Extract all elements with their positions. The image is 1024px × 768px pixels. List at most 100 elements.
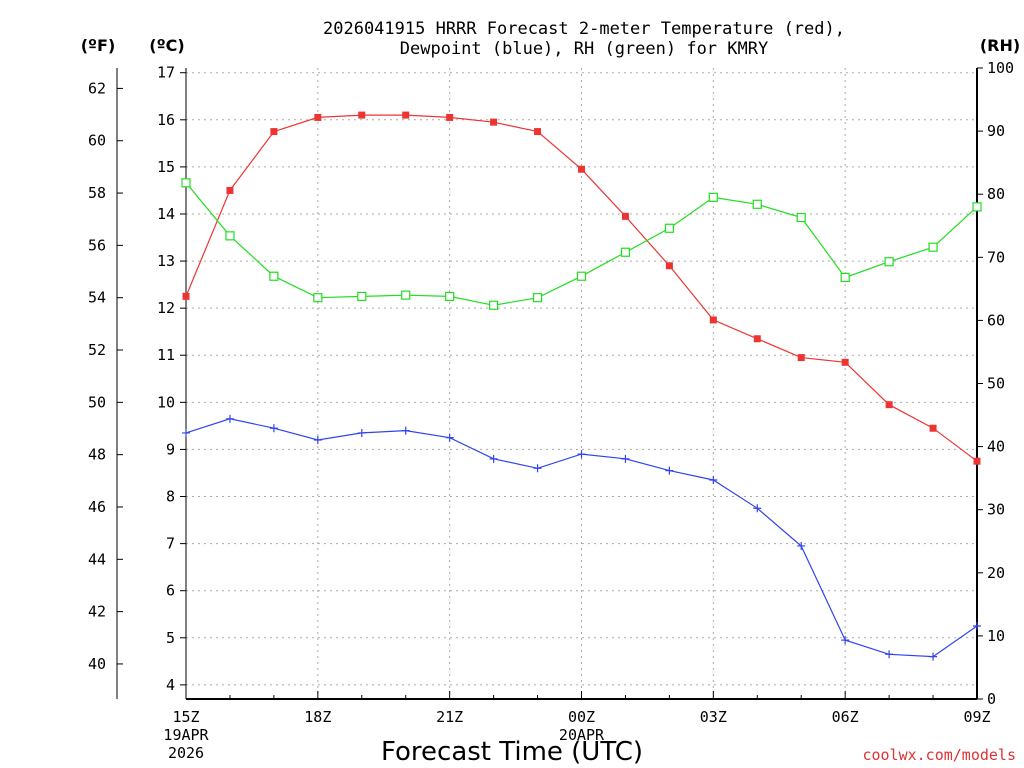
x-axis-label: Forecast Time (UTC) (381, 737, 643, 767)
temperature-point (358, 111, 366, 119)
axes (116, 67, 983, 700)
relative-humidity-point (489, 300, 499, 310)
x-tick-sublabel: 2026 (168, 744, 204, 762)
relative-humidity-point (620, 247, 631, 257)
temperature-point (578, 165, 585, 173)
relative-humidity-point (752, 199, 762, 209)
dewpoint-series (182, 414, 981, 661)
celsius-tick-label: 16 (157, 111, 175, 129)
rh-tick-label: 80 (987, 185, 1005, 203)
celsius-unit-label: (ºC) (149, 36, 184, 55)
relative-humidity-point (401, 290, 411, 300)
x-tick-sublabel: 20APR (559, 726, 605, 744)
fahrenheit-tick-label: 46 (88, 498, 106, 516)
temperature-series (182, 111, 981, 465)
fahrenheit-tick-label: 62 (88, 79, 106, 97)
temperature-point (973, 457, 981, 465)
fahrenheit-tick-label: 48 (88, 446, 106, 464)
celsius-tick-label: 14 (157, 205, 175, 223)
relative-humidity-point (972, 202, 982, 212)
rh-tick-label: 90 (987, 122, 1005, 140)
relative-humidity-point (269, 271, 279, 281)
source-credit: coolwx.com/models (862, 746, 1016, 764)
relative-humidity-point (576, 271, 587, 281)
dewpoint-point (445, 433, 454, 442)
celsius-tick-label: 17 (157, 64, 175, 82)
dewpoint-point (973, 622, 981, 631)
celsius-tick-label: 5 (166, 629, 175, 647)
temperature-point (446, 113, 454, 121)
celsius-tick-label: 8 (166, 488, 175, 506)
dewpoint-point (357, 428, 366, 437)
temperature-point (885, 401, 893, 409)
dewpoint-point (182, 428, 190, 437)
relative-humidity-point (532, 293, 543, 303)
temperature-point (182, 292, 190, 300)
x-tick-label: 03Z (700, 708, 727, 726)
dewpoint-point (533, 464, 542, 473)
relative-humidity-point (664, 223, 674, 233)
x-tick-sublabel: 19APR (163, 726, 209, 744)
tick-labels: 4567891011121314151617404244464850525456… (88, 59, 1014, 762)
celsius-tick-label: 13 (157, 252, 175, 270)
relative-humidity-point (796, 212, 806, 223)
rh-tick-label: 100 (987, 59, 1014, 77)
fahrenheit-tick-label: 50 (88, 393, 106, 411)
fahrenheit-tick-label: 42 (88, 603, 106, 621)
fahrenheit-tick-label: 52 (88, 341, 106, 359)
dewpoint-point (269, 424, 278, 433)
dewpoint-point (885, 650, 894, 659)
relative-humidity-series (181, 178, 982, 310)
relative-humidity-point (928, 242, 938, 252)
dewpoint-point (401, 426, 410, 435)
fahrenheit-unit-label: (ºF) (81, 36, 116, 55)
relative-humidity-point (313, 293, 323, 303)
celsius-tick-label: 4 (166, 676, 175, 694)
celsius-tick-label: 12 (157, 299, 175, 317)
x-tick-label: 00Z (568, 708, 595, 726)
fahrenheit-tick-label: 40 (88, 655, 106, 673)
x-tick-label: 06Z (832, 708, 859, 726)
x-tick-label: 18Z (304, 708, 331, 726)
relative-humidity-point (445, 291, 455, 302)
dewpoint-point (225, 414, 234, 423)
temperature-point (270, 128, 278, 136)
celsius-tick-label: 9 (166, 440, 175, 458)
dewpoint-point (621, 454, 630, 463)
fahrenheit-tick-label: 56 (88, 236, 106, 254)
relative-humidity-point (225, 231, 235, 241)
chart-title-line-2: Dewpoint (blue), RH (green) for KMRY (400, 39, 768, 59)
celsius-tick-label: 6 (166, 582, 175, 600)
dewpoint-point (489, 454, 498, 463)
celsius-tick-label: 11 (157, 346, 175, 364)
dewpoint-point (753, 504, 762, 513)
temperature-point (490, 118, 498, 126)
temperature-point (402, 111, 410, 119)
x-tick-label: 21Z (436, 708, 463, 726)
rh-tick-label: 0 (987, 690, 996, 708)
relative-humidity-point (181, 178, 191, 188)
relative-humidity-point (708, 192, 718, 202)
x-tick-label: 15Z (172, 708, 199, 726)
celsius-tick-label: 10 (157, 393, 175, 411)
temperature-point (665, 262, 673, 270)
rh-tick-label: 20 (987, 564, 1005, 582)
temperature-point (797, 354, 805, 362)
relative-humidity-point (840, 272, 850, 283)
rh-tick-label: 40 (987, 438, 1005, 456)
rh-tick-label: 50 (987, 375, 1005, 393)
temperature-point (621, 212, 629, 220)
temperature-point (534, 128, 542, 136)
fahrenheit-tick-label: 60 (88, 132, 106, 150)
celsius-tick-label: 15 (157, 158, 175, 176)
fahrenheit-tick-label: 54 (88, 289, 106, 307)
dewpoint-point (313, 436, 322, 445)
dewpoint-point (665, 466, 674, 475)
rh-unit-label: (RH) (980, 36, 1020, 55)
celsius-tick-label: 7 (166, 535, 175, 553)
relative-humidity-point (357, 291, 367, 302)
relative-humidity-point (884, 257, 894, 267)
fahrenheit-tick-label: 44 (88, 550, 106, 568)
